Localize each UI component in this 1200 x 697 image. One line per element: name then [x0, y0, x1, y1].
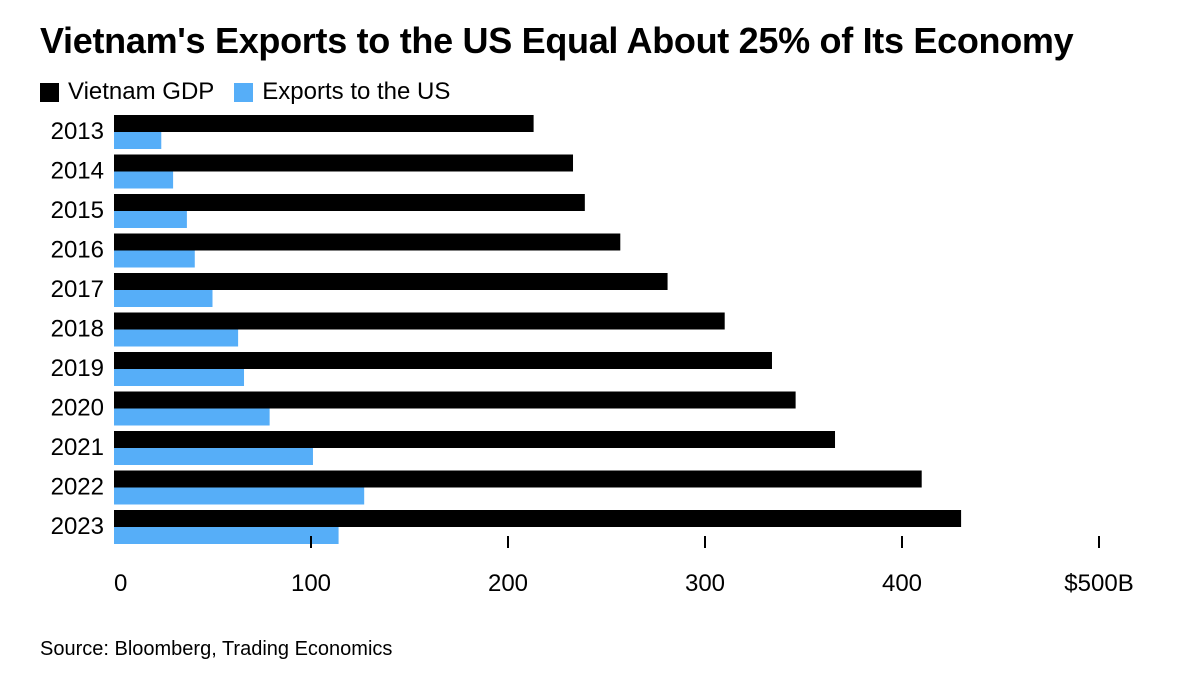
category-label-2013: 2013	[51, 118, 104, 145]
x-tick-label-400: 400	[882, 570, 922, 597]
bar-gdp-2019	[114, 352, 772, 369]
legend-item-exports: Exports to the US	[234, 78, 450, 106]
bar-gdp-2023	[114, 510, 962, 527]
bar-exports-2016	[114, 250, 195, 268]
bar-gdp-2022	[114, 470, 922, 488]
bar-gdp-2018	[114, 312, 725, 330]
category-label-2018: 2018	[51, 316, 104, 343]
bar-exports-2021	[114, 448, 313, 465]
bar-exports-2023	[114, 527, 339, 544]
category-label-2021: 2021	[51, 434, 104, 461]
bar-gdp-2015	[114, 194, 585, 211]
chart-title: Vietnam's Exports to the US Equal About …	[40, 20, 1074, 61]
category-label-2020: 2020	[51, 395, 104, 422]
bar-exports-2018	[114, 329, 239, 347]
category-label-2015: 2015	[51, 197, 104, 224]
legend-label-exports: Exports to the US	[262, 78, 451, 105]
bar-exports-2017	[114, 290, 213, 307]
bar-gdp-2020	[114, 391, 796, 409]
legend: Vietnam GDP Exports to the US	[40, 77, 470, 107]
bar-exports-2015	[114, 211, 187, 228]
bar-exports-2020	[114, 408, 270, 426]
x-tick-label-200: 200	[488, 570, 528, 597]
x-tick-label-0: 0	[114, 570, 127, 597]
x-tick-label-300: 300	[685, 570, 725, 597]
x-tick-label-100: 100	[291, 570, 331, 597]
bar-gdp-2016	[114, 233, 621, 251]
legend-label-gdp: Vietnam GDP	[68, 78, 215, 105]
legend-swatch-gdp	[40, 82, 59, 102]
bar-exports-2022	[114, 487, 365, 505]
bar-gdp-2017	[114, 273, 668, 290]
legend-item-gdp: Vietnam GDP	[40, 78, 214, 106]
category-label-2023: 2023	[51, 513, 104, 540]
category-label-2022: 2022	[51, 474, 104, 501]
source-note: Source: Bloomberg, Trading Economics	[40, 638, 393, 660]
category-label-2016: 2016	[51, 237, 104, 264]
bar-exports-2019	[114, 369, 245, 386]
legend-swatch-exports	[234, 82, 254, 102]
category-label-2017: 2017	[51, 276, 104, 303]
bar-gdp-2021	[114, 431, 836, 448]
bar-gdp-2013	[114, 115, 534, 132]
bar-gdp-2014	[114, 154, 574, 172]
category-label-2014: 2014	[51, 158, 104, 185]
bar-exports-2014	[114, 171, 174, 189]
category-label-2019: 2019	[51, 355, 104, 382]
x-tick-label-500: $500B	[1064, 570, 1133, 597]
bar-exports-2013	[114, 132, 162, 149]
